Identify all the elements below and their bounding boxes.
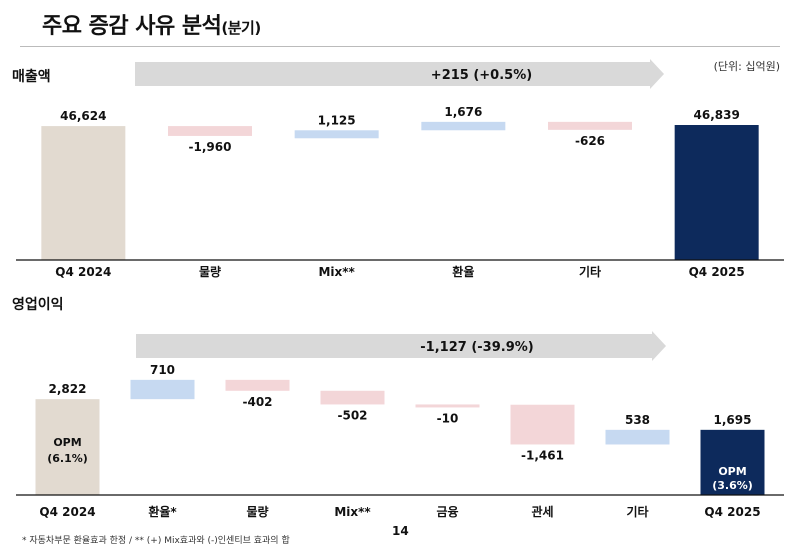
bar-value-label: -10: [437, 411, 459, 425]
waterfall-bar: [225, 379, 290, 391]
waterfall-bar: [294, 130, 379, 139]
waterfall-bar: [548, 121, 632, 130]
waterfall-bar: [320, 390, 385, 405]
summary-label: -1,127 (-39.9%): [420, 340, 533, 355]
opm-end-label: (3.6%): [712, 479, 753, 492]
page-number: 14: [392, 524, 409, 538]
category-label: Q4 2024: [55, 265, 111, 279]
bar-value-label: 538: [625, 413, 650, 427]
bar-value-label: 1,695: [714, 413, 752, 427]
page-title-suffix: (분기): [221, 19, 261, 37]
bar-value-label: 46,624: [60, 109, 106, 123]
category-label: Q4 2025: [689, 265, 745, 279]
category-label: 물량: [246, 505, 268, 519]
waterfall-bar: [415, 404, 480, 408]
opm-start-label: OPM: [53, 436, 81, 449]
category-label: Mix**: [318, 265, 355, 279]
waterfall-bar: [605, 429, 670, 445]
category-label: Q4 2025: [704, 505, 760, 519]
category-label: 환율*: [148, 504, 177, 519]
waterfall-bar: [168, 126, 252, 136]
title-divider: [20, 46, 780, 47]
footnote: * 자동차부문 환율효과 한정 / ** (+) Mix효과와 (-)인센티브 …: [22, 536, 290, 546]
bar-value-label: -1,461: [521, 448, 564, 462]
bar-value-label: -626: [575, 134, 605, 148]
page-title: 주요 증감 사유 분석(분기): [42, 8, 261, 40]
category-label: 환율: [452, 264, 474, 279]
bar-value-label: -1,960: [189, 140, 232, 154]
op-income-section-title: 영업이익: [12, 297, 64, 313]
revenue-section-title: 매출액: [12, 69, 51, 85]
bar-value-label: 710: [150, 363, 175, 377]
category-label: 물량: [199, 265, 221, 279]
waterfall-bar: [41, 126, 126, 260]
bar-value-label: 1,676: [444, 105, 482, 119]
waterfall-bar: [421, 121, 506, 131]
bar-value-label: 1,125: [318, 113, 356, 127]
opm-start-label: (6.1%): [47, 452, 88, 465]
category-label: Q4 2024: [39, 505, 95, 519]
bar-value-label: 46,839: [694, 108, 740, 122]
summary-label: +215 (+0.5%): [431, 68, 532, 83]
summary-arrow: [135, 59, 664, 89]
category-label: 기타: [579, 264, 601, 279]
category-label: 금융: [436, 504, 458, 519]
category-label: Mix**: [334, 505, 371, 519]
bar-value-label: -502: [337, 408, 367, 422]
waterfall-bar: [35, 399, 100, 495]
category-label: 관세: [531, 504, 553, 519]
bar-value-label: -402: [242, 395, 272, 409]
summary-arrow: [136, 331, 666, 361]
category-label: 기타: [626, 504, 648, 519]
opm-end-label: OPM: [718, 465, 746, 478]
waterfall-bar: [700, 429, 765, 495]
bar-value-label: 2,822: [49, 382, 87, 396]
waterfall-bar: [510, 404, 575, 445]
page-title-main: 주요 증감 사유 분석: [42, 14, 222, 39]
unit-label: (단위: 십억원): [713, 60, 780, 73]
waterfall-bar: [674, 125, 759, 260]
waterfall-bar: [130, 379, 195, 400]
